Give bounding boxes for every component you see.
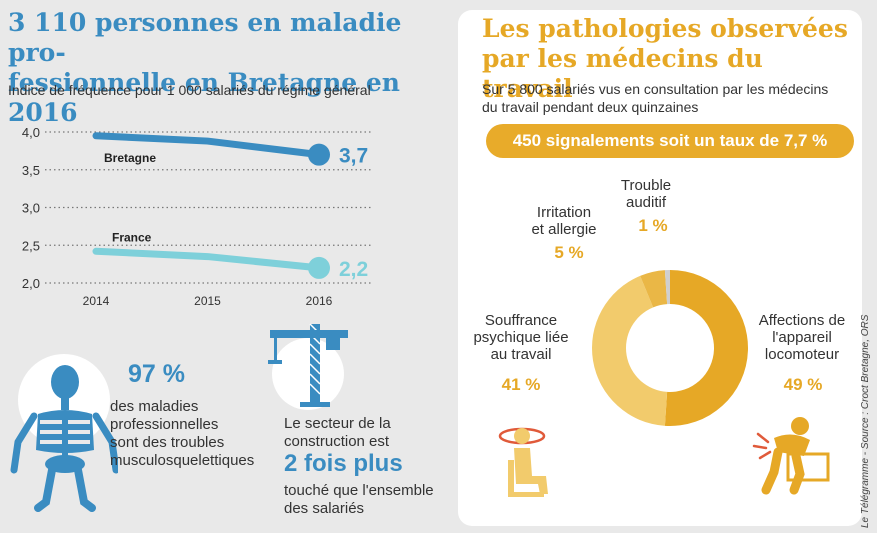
series-name-label: France bbox=[112, 230, 152, 244]
stat1-line2: professionnelles bbox=[110, 416, 219, 433]
y-tick-label: 3,0 bbox=[22, 201, 40, 216]
stat2-line4: des salariés bbox=[284, 500, 365, 517]
stat1-value: 97 % bbox=[128, 360, 185, 388]
y-tick-label: 2,5 bbox=[22, 238, 40, 253]
donut-slice-1 bbox=[592, 275, 668, 426]
series-endpoint-bretagne bbox=[308, 143, 330, 166]
stat2-text: Le secteur de la construction est bbox=[284, 415, 391, 451]
stat2-line3: touché que l'ensemble bbox=[284, 482, 434, 499]
stat1-line3: sont des troubles bbox=[110, 434, 225, 451]
signalements-pill: 450 signalements soit un taux de 7,7 % bbox=[486, 124, 854, 158]
x-tick-label: 2014 bbox=[83, 294, 110, 308]
y-tick-label: 3,5 bbox=[22, 163, 40, 178]
label-irritation-line2: et allergie bbox=[531, 221, 597, 238]
label-souffrance-line3: au travail bbox=[490, 346, 552, 363]
stat2-line2: construction est bbox=[284, 433, 390, 450]
end-value-label: 3,7 bbox=[339, 145, 368, 168]
end-value-label: 2,2 bbox=[339, 258, 368, 281]
crane-icon bbox=[268, 323, 348, 410]
right-subtitle-line2: du travail pendant deux quinzaines bbox=[482, 99, 699, 115]
label-trouble-line1: Trouble bbox=[620, 177, 672, 194]
pct-affections: 49 % bbox=[783, 375, 823, 394]
label-irritation: Irritation et allergie bbox=[518, 204, 610, 238]
label-affections-line1: Affections de bbox=[758, 312, 846, 329]
donut-slice-3 bbox=[664, 270, 670, 305]
stat1-line4: musculosquelettiques bbox=[110, 452, 255, 469]
stat1-line1: des maladies bbox=[110, 398, 199, 415]
left-title-line2: fessionnelle en Bretagne en 2016 bbox=[8, 68, 400, 127]
label-souffrance-line1: Souffrance bbox=[484, 312, 558, 329]
label-affections-line3: locomoteur bbox=[764, 346, 840, 363]
left-title: 3 110 personnes en maladie pro- fessionn… bbox=[8, 8, 448, 128]
left-title-line1: 3 110 personnes en maladie pro- bbox=[8, 8, 402, 67]
x-tick-label: 2016 bbox=[306, 294, 333, 308]
credit: Le Télégramme - Source : Croct Bretagne,… bbox=[860, 314, 871, 528]
label-souffrance: Souffrance psychique liée au travail bbox=[466, 312, 576, 363]
right-title-line1: Les pathologies observées bbox=[482, 14, 848, 43]
donut-slice-0 bbox=[664, 270, 749, 426]
series-line-france bbox=[92, 247, 323, 272]
stat1-text: des maladies professionnelles sont des t… bbox=[110, 398, 254, 470]
right-subtitle: Sur 5 800 salariés vus en consultation p… bbox=[482, 80, 862, 116]
left-subtitle: Indice de fréquence pour 1 000 salariés … bbox=[8, 82, 371, 98]
back-pain-icon bbox=[752, 417, 830, 495]
label-trouble-line2: auditif bbox=[625, 194, 667, 211]
line-chart: 4,0 3,5 3,0 2,5 2,0 2014 2015 2016 3,7 Bretagne 2,… bbox=[22, 125, 372, 308]
series-line-bretagne bbox=[92, 132, 323, 159]
series-endpoint-france bbox=[308, 256, 330, 279]
stat2-text-bottom: touché que l'ensemble des salariés bbox=[284, 482, 434, 518]
donut-chart bbox=[592, 270, 749, 426]
skeleton-icon bbox=[10, 354, 118, 512]
right-subtitle-line1: Sur 5 800 salariés vus en consultation p… bbox=[482, 81, 829, 97]
donut-slice-2 bbox=[640, 270, 668, 308]
pct-trouble: 1 % bbox=[638, 216, 668, 235]
right-title: Les pathologies observées par les médeci… bbox=[482, 14, 862, 104]
pct-irritation: 5 % bbox=[554, 243, 584, 262]
stat2-value: 2 fois plus bbox=[284, 450, 403, 477]
y-tick-label: 4,0 bbox=[22, 125, 40, 140]
label-affections-line2: l'appareil bbox=[772, 329, 832, 346]
label-irritation-line1: Irritation bbox=[536, 204, 592, 221]
label-souffrance-line2: psychique liée bbox=[473, 329, 569, 346]
label-affections: Affections de l'appareil locomoteur bbox=[748, 312, 856, 363]
label-trouble: Trouble auditif bbox=[608, 177, 684, 211]
right-title-line2: par les médecins du travail bbox=[482, 44, 763, 103]
pct-souffrance: 41 % bbox=[501, 375, 541, 394]
y-tick-label: 2,0 bbox=[22, 276, 40, 291]
series-name-label: Bretagne bbox=[104, 151, 156, 165]
stat2-line1: Le secteur de la bbox=[284, 415, 391, 432]
x-tick-label: 2015 bbox=[194, 294, 221, 308]
stress-person-icon bbox=[498, 427, 548, 497]
